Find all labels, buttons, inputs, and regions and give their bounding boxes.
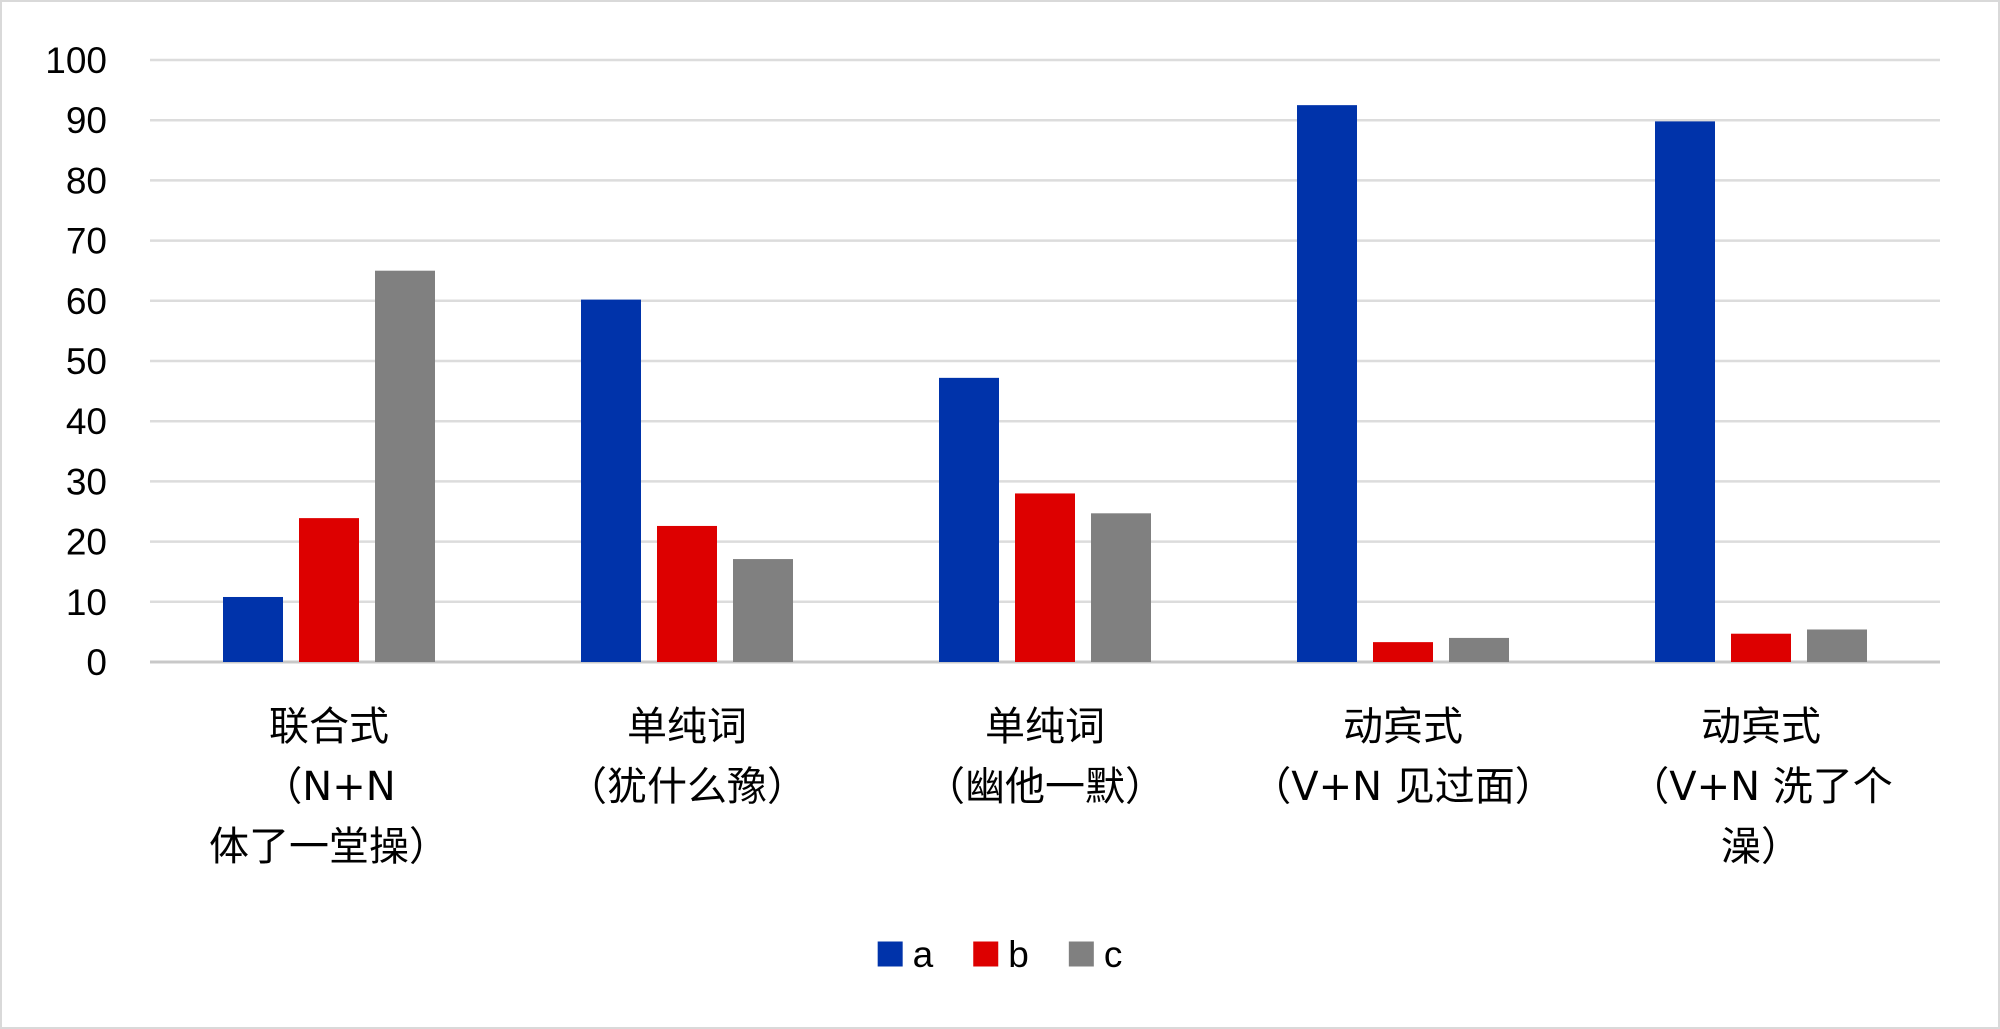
bar-a xyxy=(939,377,999,662)
legend-swatch-b xyxy=(973,941,999,967)
y-tick-label: 70 xyxy=(66,221,107,262)
bar-b xyxy=(657,525,717,662)
category-label: 动宾式 xyxy=(1701,704,1821,750)
bar-b xyxy=(1015,493,1075,662)
y-tick-label: 90 xyxy=(66,100,107,141)
category-label: （V+N 洗了个 xyxy=(1629,764,1893,810)
bar-a xyxy=(581,299,641,662)
category-label: （犹什么豫） xyxy=(567,764,807,810)
bar-a xyxy=(223,596,283,662)
category-label: 单纯词 xyxy=(985,704,1105,750)
y-tick-label: 0 xyxy=(86,642,107,683)
bar-a xyxy=(1297,105,1357,662)
bar-c xyxy=(1807,629,1867,662)
y-tick-label: 100 xyxy=(45,40,107,81)
bar-b xyxy=(299,518,359,662)
legend-swatch-a xyxy=(877,941,903,967)
legend-label-b: b xyxy=(1008,934,1029,975)
bar-c xyxy=(375,270,435,662)
y-tick-label: 80 xyxy=(66,160,107,201)
category-label: 澡） xyxy=(1721,824,1801,870)
y-tick-label: 10 xyxy=(66,582,107,623)
bar-b xyxy=(1373,642,1433,662)
bar-a xyxy=(1655,121,1715,663)
y-tick-label: 40 xyxy=(66,401,107,442)
y-tick-label: 30 xyxy=(66,461,107,502)
category-label: （幽他一默） xyxy=(925,764,1165,810)
category-label: 动宾式 xyxy=(1343,704,1463,750)
legend-label-a: a xyxy=(913,934,934,975)
category-label: 体了一堂操） xyxy=(209,824,449,870)
bar-c xyxy=(1091,513,1151,662)
legend-label-c: c xyxy=(1104,934,1123,975)
category-label: 联合式 xyxy=(269,704,389,750)
category-label: 单纯词 xyxy=(627,704,747,750)
y-tick-label: 20 xyxy=(66,522,107,563)
bar-c xyxy=(1449,637,1509,662)
bar-c xyxy=(733,559,793,662)
category-label: （V+N 见过面） xyxy=(1251,764,1555,810)
legend-swatch-c xyxy=(1068,941,1094,967)
y-tick-label: 60 xyxy=(66,281,107,322)
bar-b xyxy=(1731,633,1791,662)
y-tick-label: 50 xyxy=(66,341,107,382)
category-label: （N+N xyxy=(262,764,395,810)
